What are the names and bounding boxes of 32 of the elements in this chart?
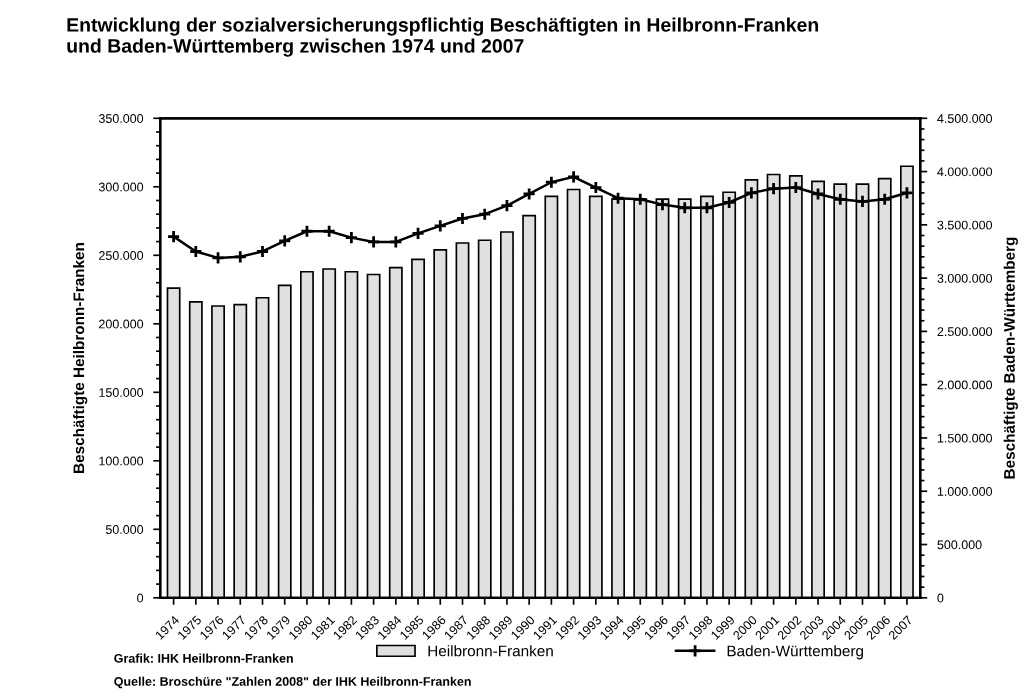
point xyxy=(633,192,648,207)
point xyxy=(433,218,448,233)
point xyxy=(299,224,314,239)
point xyxy=(322,224,337,239)
point xyxy=(833,192,848,207)
point xyxy=(455,211,470,226)
point xyxy=(211,250,225,265)
point xyxy=(366,234,381,249)
point xyxy=(522,187,537,201)
point xyxy=(877,192,892,207)
point xyxy=(188,244,203,259)
point xyxy=(344,230,359,245)
point xyxy=(388,234,403,249)
point xyxy=(855,194,870,209)
point xyxy=(477,207,492,222)
point xyxy=(811,187,825,201)
point xyxy=(544,175,559,190)
point xyxy=(611,191,625,206)
point xyxy=(699,200,714,215)
point xyxy=(744,185,759,200)
chart-title: Entwicklung der sozialversicherungspflichtig Beschäftigten in Heilbronn-Franken und Baden-Württemberg zwischen 1974 und 2007 xyxy=(67,17,819,57)
point xyxy=(499,198,514,213)
point xyxy=(677,200,692,215)
point xyxy=(277,233,292,248)
point xyxy=(255,244,270,259)
point xyxy=(722,195,737,210)
point xyxy=(411,226,425,241)
point xyxy=(766,181,781,196)
point xyxy=(233,249,248,264)
point xyxy=(566,169,581,184)
point xyxy=(588,180,603,195)
point xyxy=(788,180,803,195)
